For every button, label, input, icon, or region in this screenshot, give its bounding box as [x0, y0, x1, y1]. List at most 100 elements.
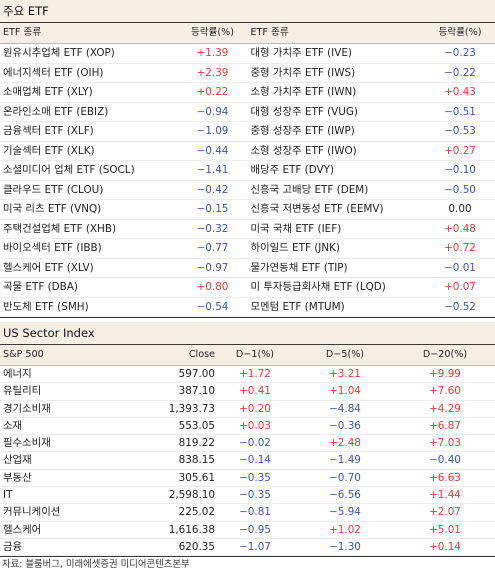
etf-row: 온라인소매 ETF (EBIZ)−0.94: [0, 103, 248, 123]
etf-row: 헬스케어 ETF (XLV)−0.97: [0, 259, 248, 279]
sector-d20: +7.60: [395, 383, 495, 399]
sector-d5: −1.49: [295, 452, 395, 468]
source-note: 자료: 블룸버그, 미래에셋증권 미디어콘텐츠본부: [0, 557, 495, 573]
sector-close: 597.00: [150, 366, 215, 382]
sector-name: 필수소비재: [0, 435, 150, 451]
sector-close: 305.61: [150, 470, 215, 486]
sector-d5: −4.84: [295, 401, 395, 417]
etf-change: −0.42: [178, 181, 248, 200]
etf-name: 소형 성장주 ETF (IWO): [248, 142, 426, 161]
etf-name: 중형 성장주 ETF (IWP): [248, 122, 426, 141]
etf-change: +0.72: [425, 239, 495, 258]
sector-d1: +0.41: [215, 383, 295, 399]
sector-d1: −1.07: [215, 539, 295, 555]
sector-d1: −0.95: [215, 522, 295, 538]
etf-name: 미국 국채 ETF (IEF): [248, 220, 426, 239]
sector-name: IT: [0, 487, 150, 503]
etf-name: 원유시추업체 ETF (XOP): [0, 44, 178, 63]
etf-row: 반도체 ETF (SMH)−0.54: [0, 298, 248, 318]
sector-d20: +1.44: [395, 487, 495, 503]
sector-d1: −0.81: [215, 504, 295, 520]
sector-close: 387.10: [150, 383, 215, 399]
sector-d20: +6.63: [395, 470, 495, 486]
etf-row: 중형 성장주 ETF (IWP)−0.53: [248, 122, 495, 142]
etf-row: 미국 국채 ETF (IEF)+0.48: [248, 220, 495, 240]
etf-name: 온라인소매 ETF (EBIZ): [0, 103, 178, 122]
etf-row: 주택건설업체 ETF (XHB)−0.32: [0, 220, 248, 240]
sector-d20: +5.01: [395, 522, 495, 538]
sector-name: 유틸리티: [0, 383, 150, 399]
etf-row: 모멘텀 ETF (MTUM)−0.52: [248, 298, 495, 318]
etf-change: −0.10: [425, 161, 495, 180]
sector-header-d20: D−20(%): [395, 345, 495, 365]
etf-name: 소매업체 ETF (XLY): [0, 83, 178, 102]
sector-close: 819.22: [150, 435, 215, 451]
etf-row: 곡물 ETF (DBA)+0.80: [0, 278, 248, 298]
etf-name: 주택건설업체 ETF (XHB): [0, 220, 178, 239]
etf-change: 0.00: [425, 200, 495, 219]
sector-close: 553.05: [150, 418, 215, 434]
etf-change: +1.39: [178, 44, 248, 63]
sector-close: 2,598.10: [150, 487, 215, 503]
sector-close: 1,393.73: [150, 401, 215, 417]
etf-name: 배당주 ETF (DVY): [248, 161, 426, 180]
etf-name: 에너지섹터 ETF (OIH): [0, 64, 178, 83]
sector-close: 620.35: [150, 539, 215, 555]
etf-row: 물가연동채 ETF (TIP)−0.01: [248, 259, 495, 279]
sector-d1: −0.14: [215, 452, 295, 468]
etf-change: −0.22: [425, 64, 495, 83]
etf-row: 소형 가치주 ETF (IWN)+0.43: [248, 83, 495, 103]
sector-d5: +1.04: [295, 383, 395, 399]
etf-change: +0.48: [425, 220, 495, 239]
etf-name: 신흥국 고배당 ETF (DEM): [248, 181, 426, 200]
etf-row: 중형 가치주 ETF (IWS)−0.22: [248, 64, 495, 84]
etf-change: −0.94: [178, 103, 248, 122]
etf-name: 기술섹터 ETF (XLK): [0, 142, 178, 161]
sector-name: 산업재: [0, 452, 150, 468]
etf-row: 기술섹터 ETF (XLK)−0.44: [0, 142, 248, 162]
etf-change: −0.32: [178, 220, 248, 239]
sector-name: 소재: [0, 418, 150, 434]
sector-header-d1: D−1(%): [215, 345, 295, 365]
etf-change: −0.51: [425, 103, 495, 122]
etf-name: 반도체 ETF (SMH): [0, 298, 178, 317]
etf-name: 클라우드 ETF (CLOU): [0, 181, 178, 200]
etf-row: 신흥국 저변동성 ETF (EEMV)0.00: [248, 200, 495, 220]
etf-name: 중형 가치주 ETF (IWS): [248, 64, 426, 83]
sector-d20: +7.03: [395, 435, 495, 451]
sector-d5: −0.70: [295, 470, 395, 486]
etf-change: −0.44: [178, 142, 248, 161]
etf-row: 소매업체 ETF (XLY)+0.22: [0, 83, 248, 103]
etf-row: 하이일드 ETF (JNK)+0.72: [248, 239, 495, 259]
sector-table-header: S&P 500 Close D−1(%) D−5(%) D−20(%): [0, 344, 495, 366]
sector-name: 헬스케어: [0, 522, 150, 538]
etf-row: 대형 성장주 ETF (VUG)−0.51: [248, 103, 495, 123]
etf-section-title: 주요 ETF: [0, 0, 495, 22]
etf-row: 에너지섹터 ETF (OIH)+2.39: [0, 64, 248, 84]
etf-change: −0.53: [425, 122, 495, 141]
sector-section-title: US Sector Index: [0, 322, 495, 344]
sector-d5: −1.30: [295, 539, 395, 555]
etf-change: −0.52: [425, 298, 495, 317]
etf-row: 대형 가치주 ETF (IVE)−0.23: [248, 44, 495, 64]
sector-d1: −0.35: [215, 470, 295, 486]
sector-d1: −0.02: [215, 435, 295, 451]
etf-name: 소형 가치주 ETF (IWN): [248, 83, 426, 102]
etf-row: 소셜미디어 업체 ETF (SOCL)−1.41: [0, 161, 248, 181]
etf-change: −1.09: [178, 122, 248, 141]
sector-name: 커뮤니케이션: [0, 504, 150, 520]
etf-row: 미 투자등급회사채 ETF (LQD)+0.07: [248, 278, 495, 298]
etf-name: 물가연동채 ETF (TIP): [248, 259, 426, 278]
etf-row: 신흥국 고배당 ETF (DEM)−0.50: [248, 181, 495, 201]
etf-table-header: ETF 종류 등락률(%) ETF 종류 등락률(%): [0, 22, 495, 44]
sector-d1: +1.72: [215, 366, 295, 382]
sector-d5: +2.48: [295, 435, 395, 451]
etf-name: 하이일드 ETF (JNK): [248, 239, 426, 258]
